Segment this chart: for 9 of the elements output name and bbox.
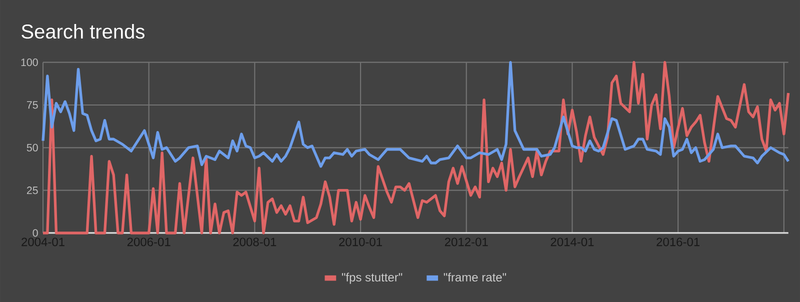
chart-title: Search trends	[22, 24, 144, 39]
legend-label: "frame rate"	[444, 272, 506, 282]
y-tick-label: 0	[32, 229, 38, 237]
legend-label: "fps stutter"	[342, 272, 402, 284]
y-tick-label: 50	[26, 144, 38, 152]
line-series	[42, 60, 790, 234]
y-tick-label: 25	[26, 186, 38, 194]
y-tick-label: 75	[26, 101, 38, 109]
y-tick-label: 100	[21, 58, 38, 66]
